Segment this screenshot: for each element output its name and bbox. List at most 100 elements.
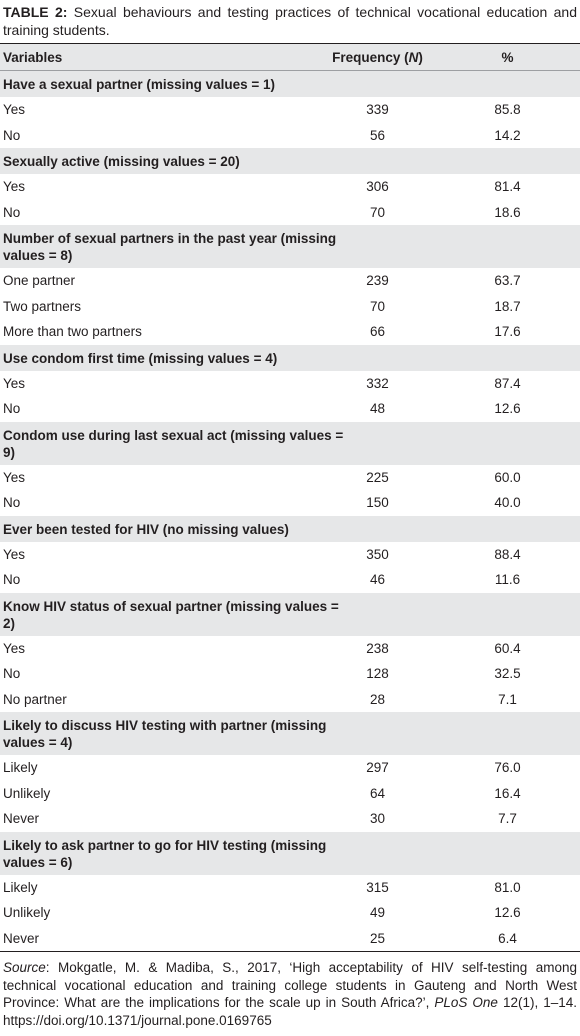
data-row: No 48 12.6 [0,396,580,422]
percent-cell: 11.6 [494,572,521,588]
data-row: Likely 315 81.0 [0,875,580,901]
percent-cell: 88.4 [494,546,521,562]
section-row: Likely to discuss HIV testing with partn… [0,712,580,755]
header-row: Variables Frequency (N) % [0,43,580,71]
variable-cell: Unlikely [3,785,51,801]
percent-cell: 81.0 [494,879,521,895]
percent-cell: 87.4 [494,375,521,391]
header-text: ) [418,49,423,65]
variable-cell: More than two partners [3,324,142,340]
section-row: Likely to ask partner to go for HIV test… [0,831,580,875]
source-text: 12(1), 1–14. https://doi.org/10.1371/jou… [3,995,577,1028]
section-title: Likely to discuss HIV testing with partn… [3,718,327,750]
data-row: No 128 32.5 [0,661,580,687]
section-title: Number of sexual partners in the past ye… [3,231,337,263]
frequency-cell: 49 [369,905,386,921]
section-cell: Number of sexual partners in the past ye… [0,225,580,268]
frequency-cell: 66 [369,324,386,340]
percent-cell: 16.4 [494,785,521,801]
section-row: Sexually active (missing values = 20) [0,148,580,174]
data-row: Yes 332 87.4 [0,371,580,397]
column-header: Frequency (N) [320,43,435,71]
percent-cell: 32.5 [494,666,521,682]
section-title: Know HIV status of sexual partner (missi… [3,598,339,631]
percent-cell: 63.7 [494,273,521,289]
table-title: TABLE 2: Sexual behaviours and testing p… [0,0,580,43]
frequency-cell: 339 [366,102,389,118]
section-cell: Have a sexual partner (missing values = … [0,70,580,97]
frequency-cell: 239 [366,273,389,289]
variable-cell: Yes [3,469,26,485]
percent-cell: 18.6 [494,204,521,220]
data-row: Two partners 70 18.7 [0,294,580,320]
data-row: No partner 28 7.1 [0,687,580,713]
variable-cell: Yes [3,102,26,118]
header-text: Frequency ( [332,49,409,65]
section-cell: Condom use during last sexual act (missi… [0,421,580,465]
variable-cell: No [3,495,21,511]
column-header: % [435,43,580,71]
frequency-cell: 332 [366,375,389,391]
frequency-cell: 150 [366,495,389,511]
frequency-cell: 46 [369,572,386,588]
section-row: Have a sexual partner (missing values = … [0,70,580,97]
variable-cell: Yes [3,375,26,391]
percent-cell: 14.2 [494,127,521,143]
variable-cell: Yes [3,640,26,656]
percent-cell: 12.6 [494,905,521,921]
percent-cell: 40.0 [494,495,521,511]
section-cell: Sexually active (missing values = 20) [0,148,580,174]
variable-cell: Never [3,930,40,946]
data-row: Unlikely 49 12.6 [0,900,580,926]
frequency-cell: 25 [369,930,386,946]
percent-cell: 81.4 [494,179,521,195]
data-row: Likely 297 76.0 [0,755,580,781]
percent-cell: 7.7 [498,811,517,827]
variable-cell: Never [3,811,40,827]
data-row: No 46 11.6 [0,567,580,593]
frequency-cell: 306 [366,179,389,195]
section-title: Ever been tested for HIV (no missing val… [3,521,289,537]
frequency-cell: 350 [366,546,389,562]
data-row: Yes 350 88.4 [0,542,580,568]
data-row: One partner 239 63.7 [0,268,580,294]
section-row: Ever been tested for HIV (no missing val… [0,515,580,542]
percent-cell: 85.8 [494,102,521,118]
variable-cell: No [3,204,21,220]
percent-cell: 12.6 [494,401,521,417]
data-row: Never 30 7.7 [0,806,580,832]
frequency-cell: 70 [369,298,386,314]
frequency-cell: 64 [369,785,386,801]
variable-cell: No [3,127,21,143]
section-title: Have a sexual partner (missing values = … [3,77,276,92]
section-cell: Know HIV status of sexual partner (missi… [0,592,580,636]
data-row: Yes 238 60.4 [0,636,580,662]
table-label: TABLE 2: [3,4,68,20]
data-row: Never 25 6.4 [0,926,580,952]
section-cell: Likely to discuss HIV testing with partn… [0,712,580,755]
source-label: Source [3,960,46,975]
variable-cell: No [3,572,21,588]
source-journal: PLoS One [434,995,498,1010]
variable-cell: Yes [3,546,26,562]
percent-cell: 6.4 [498,930,517,946]
frequency-cell: 56 [369,127,386,143]
data-row: Yes 306 81.4 [0,174,580,200]
column-header: Variables [0,43,320,71]
section-title: Sexually active (missing values = 20) [3,154,240,169]
header-symbol: N [408,49,419,65]
section-title: Likely to ask partner to go for HIV test… [3,837,327,870]
frequency-cell: 225 [366,469,389,485]
data-row: No 70 18.6 [0,200,580,226]
variable-cell: No partner [3,691,67,707]
table-caption: Sexual behaviours and testing practices … [3,4,577,38]
data-row: More than two partners 66 17.6 [0,319,580,345]
frequency-cell: 70 [369,204,386,220]
data-row: Unlikely 64 16.4 [0,781,580,807]
frequency-cell: 128 [366,666,389,682]
variable-cell: No [3,401,21,417]
source-note: Source: Mokgatle, M. & Madiba, S., 2017,… [0,952,580,1029]
variable-cell: Likely [3,760,38,776]
section-cell: Use condom first time (missing values = … [0,344,580,371]
